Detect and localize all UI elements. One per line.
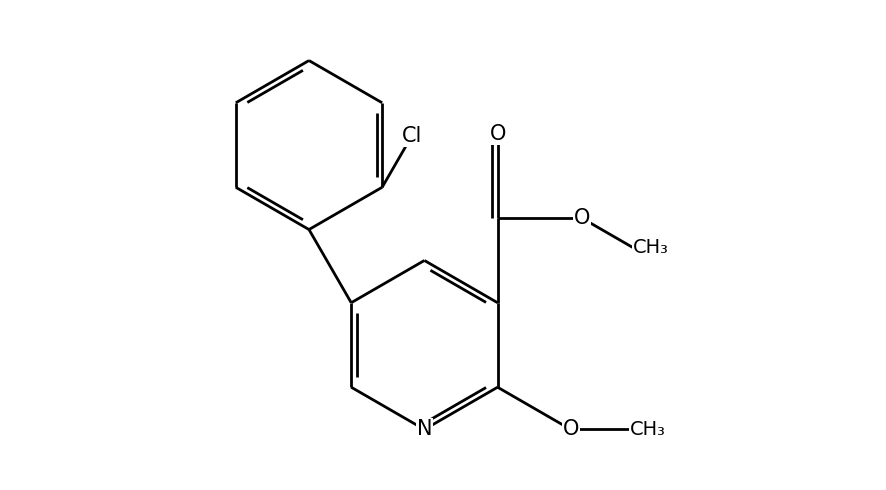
Text: CH₃: CH₃	[633, 238, 669, 257]
Text: O: O	[563, 419, 579, 440]
Text: N: N	[416, 419, 432, 440]
Text: CH₃: CH₃	[630, 420, 665, 439]
Text: O: O	[574, 208, 590, 228]
Text: Cl: Cl	[401, 126, 422, 146]
Text: O: O	[489, 123, 506, 144]
